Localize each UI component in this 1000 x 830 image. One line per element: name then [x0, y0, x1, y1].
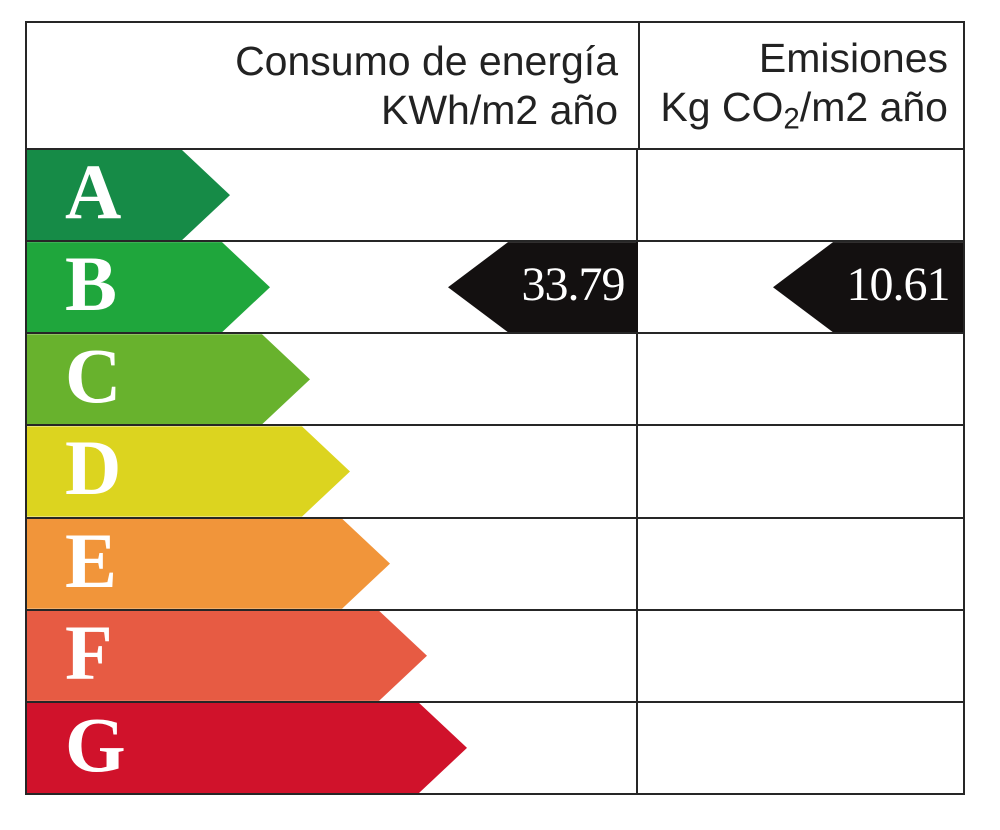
energy-header-line1: Consumo de energía: [235, 38, 618, 85]
energy-column-header: Consumo de energía KWh/m2 año: [27, 23, 640, 148]
rating-letter-d: D: [65, 424, 122, 512]
rating-arrow-d: D: [27, 426, 350, 516]
table-header: Consumo de energía KWh/m2 año Emisiones …: [27, 23, 963, 150]
energy-value-arrow: 33.79: [448, 242, 638, 333]
emissions-header-line1: Emisiones: [758, 35, 948, 82]
rating-letter-e: E: [65, 516, 118, 604]
emissions-header-line2: Kg CO2/m2 año: [660, 83, 948, 135]
energy-cell-c: [27, 334, 638, 425]
rating-row-c: C: [27, 334, 963, 427]
emissions-cell-d: [638, 426, 963, 516]
rating-arrow-c: C: [27, 334, 310, 424]
rating-row-d: D: [27, 426, 963, 519]
energy-value: 33.79: [521, 258, 626, 312]
co2-subscript: 2: [783, 101, 800, 135]
energy-header-line2: KWh/m2 año: [381, 86, 618, 133]
rating-row-a: A: [27, 150, 963, 243]
energy-cell-e: [27, 518, 638, 609]
rating-row-g: G: [27, 702, 963, 793]
rating-letter-c: C: [65, 332, 122, 420]
rating-arrow-g: G: [27, 703, 467, 793]
emissions-cell-g: [638, 703, 963, 793]
emissions-cell-f: [638, 611, 963, 701]
rating-arrow-e: E: [27, 519, 390, 609]
rating-arrow-a: A: [27, 150, 230, 240]
energy-cell-a: [27, 150, 638, 241]
rating-letter-f: F: [65, 608, 113, 696]
rating-row-f: F: [27, 610, 963, 703]
rating-table: Consumo de energía KWh/m2 año Emisiones …: [25, 21, 965, 795]
rating-letter-b: B: [65, 240, 118, 328]
rating-letter-a: A: [65, 148, 122, 236]
rating-arrow-b: B: [27, 242, 270, 332]
rating-letter-g: G: [65, 700, 126, 788]
rating-arrow-f: F: [27, 611, 427, 701]
energy-cell-d: [27, 426, 638, 517]
rating-row-e: E: [27, 518, 963, 611]
emissions-cell-c: [638, 334, 963, 424]
emissions-cell-e: [638, 519, 963, 609]
emissions-value: 10.61: [846, 258, 951, 312]
emissions-cell-a: [638, 150, 963, 240]
energy-cell-g: [27, 702, 638, 793]
energy-cell-f: [27, 610, 638, 701]
emissions-column-header: Emisiones Kg CO2/m2 año: [640, 23, 963, 148]
rating-row-b: B 33.79 10.61: [27, 242, 963, 335]
